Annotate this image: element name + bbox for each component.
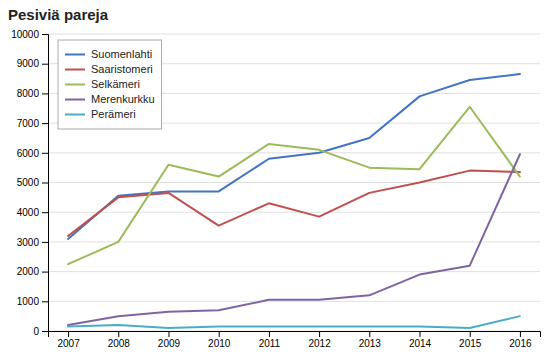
- x-tick-mark: [68, 331, 69, 337]
- y-tick-label: 7000: [17, 118, 40, 129]
- x-tick-label: 2015: [459, 338, 482, 349]
- y-tick-label: 9000: [17, 58, 40, 69]
- y-tick-label: 3000: [17, 237, 40, 248]
- y-tick-label: 0: [33, 326, 39, 337]
- title: Pesiviä pareja: [8, 6, 109, 23]
- legend-swatch: [65, 84, 85, 86]
- grid-line: [48, 301, 540, 302]
- y-tick: 6000: [17, 148, 48, 159]
- y-tick: 8000: [17, 88, 48, 99]
- x-tick-label: 2012: [308, 338, 331, 349]
- y-tick-mark: [42, 272, 48, 273]
- chart: 2007 2008 2009 2010 2011 2012 2013 2014 2015 2016…: [0, 0, 556, 357]
- legend-label: Merenkurkku: [91, 93, 155, 105]
- x-tick: 2016: [509, 331, 532, 349]
- grid-line: [48, 34, 540, 35]
- x-tick-label: 2008: [108, 338, 131, 349]
- x-tick-mark: [520, 331, 521, 337]
- y-tick-mark: [42, 242, 48, 243]
- series-line: [68, 171, 520, 236]
- x-tick: 2011: [259, 331, 281, 349]
- x-tick: 2008: [108, 331, 131, 349]
- x-tick-mark: [470, 331, 471, 337]
- x-tick: 2009: [158, 331, 181, 349]
- y-tick-mark: [42, 123, 48, 124]
- legend-item: Selkämeri: [65, 78, 140, 90]
- grid-line: [48, 212, 540, 213]
- x-tick-label: 2013: [359, 338, 382, 349]
- x-axis: 2007 2008 2009 2010 2011 2012 2013 2014 2015 2016: [49, 331, 541, 349]
- y-tick-label: 10000: [11, 29, 39, 40]
- legend-label: Selkämeri: [91, 78, 140, 90]
- x-tick-mark: [420, 331, 421, 337]
- y-tick: 2000: [17, 266, 48, 277]
- x-tick: 2007: [57, 331, 80, 349]
- legend: Suomenlahti Saaristomeri Selkämeri Merenkur…: [58, 40, 162, 129]
- legend-swatch: [65, 69, 85, 71]
- y-axis-line: [42, 35, 49, 332]
- legend-label: Saaristomeri: [91, 63, 153, 75]
- y-tick-label: 6000: [17, 148, 40, 159]
- y-tick-mark: [42, 34, 48, 35]
- legend-item: Merenkurkku: [65, 93, 155, 105]
- y-tick-label: 8000: [17, 88, 40, 99]
- x-tick-label: 2014: [409, 338, 432, 349]
- y-tick-label: 4000: [17, 207, 40, 218]
- x-tick: 2015: [459, 331, 482, 349]
- x-tick-mark: [319, 331, 320, 337]
- x-tick: 2010: [208, 331, 231, 349]
- x-tick-mark: [369, 331, 370, 337]
- x-tick-label: 2011: [259, 338, 281, 349]
- x-axis-line: [49, 332, 541, 338]
- y-tick-mark: [42, 212, 48, 213]
- series-line: [68, 154, 520, 325]
- x-tick-mark: [219, 331, 220, 337]
- y-tick: 7000: [17, 118, 48, 129]
- grid: [48, 34, 540, 331]
- grid-line: [48, 182, 540, 183]
- y-tick: 3000: [17, 237, 48, 248]
- y-tick-label: 2000: [17, 266, 40, 277]
- y-tick-mark: [42, 331, 48, 332]
- grid-line: [48, 271, 540, 272]
- grid-line: [48, 241, 540, 242]
- legend-box: [58, 40, 162, 129]
- y-tick-mark: [42, 301, 48, 302]
- series-line: [68, 316, 520, 328]
- x-tick-label: 2009: [158, 338, 181, 349]
- legend-item: Suomenlahti: [65, 48, 152, 60]
- x-tick: 2014: [409, 331, 432, 349]
- y-tick: 4000: [17, 207, 48, 218]
- legend-label: Perämeri: [91, 108, 136, 120]
- x-tick-label: 2010: [208, 338, 231, 349]
- x-tick-mark: [269, 331, 270, 337]
- legend-swatch: [65, 114, 85, 116]
- series-line: [68, 107, 520, 264]
- grid-line: [48, 152, 540, 153]
- y-tick: 5000: [17, 177, 48, 188]
- y-tick-label: 5000: [17, 177, 40, 188]
- x-tick-label: 2016: [509, 338, 532, 349]
- legend-swatch: [65, 99, 85, 101]
- legend-swatch: [65, 54, 85, 56]
- y-axis: 0 1000 2000 3000 4000 5000 6000 7000 8000 9000 100…: [11, 29, 48, 337]
- x-tick-label: 2007: [57, 338, 80, 349]
- y-tick-mark: [42, 153, 48, 154]
- x-tick-mark: [118, 331, 119, 337]
- y-tick-mark: [42, 93, 48, 94]
- x-tick: 2012: [308, 331, 331, 349]
- y-tick: 10000: [11, 29, 48, 40]
- x-tick: 2013: [359, 331, 382, 349]
- y-tick-mark: [42, 183, 48, 184]
- legend-label: Suomenlahti: [91, 48, 152, 60]
- y-tick-mark: [42, 64, 48, 65]
- y-tick-label: 1000: [17, 296, 40, 307]
- y-tick: 0: [33, 326, 48, 337]
- y-tick: 9000: [17, 58, 48, 69]
- y-tick: 1000: [17, 296, 48, 307]
- legend-item: Perämeri: [65, 108, 136, 120]
- legend-item: Saaristomeri: [65, 63, 153, 75]
- x-tick-mark: [168, 331, 169, 337]
